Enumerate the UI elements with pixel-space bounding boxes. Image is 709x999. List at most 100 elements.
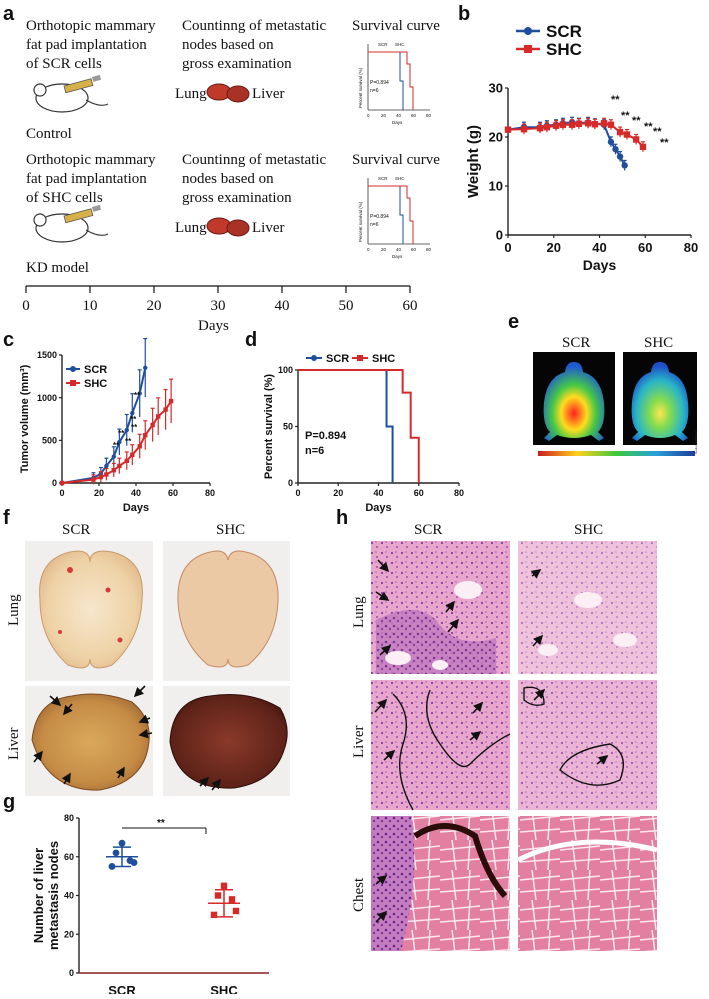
mini1-n: n=6: [370, 88, 379, 94]
mouse-syringe-illustration-2: [33, 204, 109, 243]
y-tick-label: 50: [283, 422, 293, 432]
mini-survival-curve-2: SCR SHC P=0.894 n=6 Percent survival (%)…: [358, 176, 432, 259]
significance-mark: **: [118, 429, 125, 438]
legend-marker: [311, 355, 317, 361]
data-point-shc: [104, 472, 109, 477]
data-point-shc: [232, 907, 240, 915]
panel-letter-b: b: [458, 3, 470, 25]
y-tick-label: 10: [489, 179, 503, 194]
survival-chart: 0 20 40 60 80 0 50 100 Days Percent survival (%) S…: [263, 353, 464, 514]
series-line-shc: [507, 122, 644, 148]
y-tick-label: 0: [52, 478, 57, 488]
significance-mark: **: [125, 437, 132, 446]
panel-e-imaging: SCR SHC Radiant Efficiency: [533, 335, 698, 456]
row2-step2-line1: Countinng of metastatic: [182, 152, 326, 168]
data-point-shc: [607, 121, 615, 128]
gross-liver-scr: [31, 693, 150, 791]
x-tick-label: 60: [414, 488, 424, 498]
x-tick-label: 40: [592, 240, 606, 255]
histo-row-liver: Liver: [351, 726, 367, 758]
data-point-scr: [612, 146, 619, 153]
data-point-shc: [559, 121, 567, 128]
histo-col-scr: SCR: [414, 522, 442, 538]
data-point-shc: [143, 433, 148, 438]
row2-liver-label: Liver: [252, 220, 284, 236]
data-point-shc: [150, 422, 155, 428]
mini1-xlabel: Days: [392, 120, 403, 125]
panel-letter-e: e: [508, 311, 519, 333]
significance-mark: **: [131, 423, 138, 432]
y-axis-label-line2: metastasis nodes: [46, 841, 61, 950]
mini1-pval: P=0.894: [370, 80, 389, 86]
x-tick-label: 80: [684, 240, 698, 255]
data-point-shc: [600, 120, 608, 127]
gross-row-liver: Liver: [6, 728, 22, 760]
data-point-shc: [124, 458, 129, 464]
mini1-xtick-2: 40: [396, 113, 402, 118]
data-point-scr: [143, 365, 148, 370]
row2-step2-line2: nodes based on: [182, 171, 274, 187]
gross-col-scr: SCR: [62, 522, 90, 538]
panel-letter-c: c: [3, 329, 14, 351]
data-point-shc: [504, 126, 512, 133]
mini1-legend-scr: SCR: [378, 42, 388, 47]
data-point-shc: [130, 452, 135, 458]
panel-f-gross: SCR SHC Lung Liver: [6, 522, 290, 796]
data-point-shc: [520, 125, 528, 133]
data-point-shc: [568, 121, 576, 128]
mini1-xtick-4: 80: [426, 113, 432, 118]
significance-mark: **: [157, 818, 165, 829]
y-tick-label: 20: [489, 130, 503, 145]
panel-h-histology: SCR SHC Lung Liver Chest: [351, 522, 658, 951]
legend-label-scr: SCR: [326, 353, 349, 365]
category-label-shc: SHC: [210, 983, 238, 994]
timeline-axis: Days 0 10 20 30 40 50 60: [22, 285, 418, 334]
data-point-shc: [137, 444, 142, 449]
mini2-legend-scr: SCR: [378, 176, 388, 181]
significance-mark: **: [660, 137, 669, 149]
data-point-shc: [59, 480, 65, 486]
legend-marker: [70, 366, 76, 372]
legend-label-shc: SHC: [84, 378, 107, 390]
y-tick-label: 1000: [37, 393, 57, 403]
data-point-shc: [536, 124, 544, 132]
data-point-shc: [168, 398, 174, 404]
gross-row-lung: Lung: [6, 594, 22, 626]
gross-lung-shc: [177, 550, 279, 668]
mouse-scr-heatmap: [543, 362, 605, 441]
histo-row-lung: Lung: [351, 596, 367, 628]
metastasis-arrows-shc-liver: [198, 776, 221, 791]
timeline-tick-label: 40: [275, 298, 290, 314]
y-axis-label: Tumor volume (mm³): [19, 364, 31, 473]
row1-step1-line2: fat pad implantation: [26, 37, 147, 53]
mouse-shc-heatmap: [631, 362, 689, 441]
row2-step1-line3: of SHC cells: [26, 190, 103, 206]
data-point-shc: [163, 407, 168, 412]
x-tick-label: 20: [547, 240, 561, 255]
data-point-scr: [616, 153, 624, 160]
legend-marker: [524, 45, 532, 53]
y-tick-label: 100: [278, 365, 293, 375]
data-point-scr: [111, 454, 117, 459]
x-axis-label: Days: [365, 502, 391, 514]
timeline-tick-label: 20: [147, 298, 162, 314]
series-line-scr: [61, 367, 147, 484]
mini2-xtick-4: 80: [426, 247, 432, 252]
mini1-ylabel: Percent survival (%): [358, 67, 363, 108]
mini2-ylabel: Percent survival (%): [358, 201, 363, 242]
timeline-tick-label: 50: [339, 298, 354, 314]
panel-a-row2: Orthotopic mammary fat pad implantation …: [26, 152, 440, 259]
histo-row-chest: Chest: [351, 877, 367, 912]
panel-letter-d: d: [245, 329, 257, 351]
panel-letter-a: a: [3, 3, 15, 25]
colorbar-label: Radiant Efficiency: [694, 430, 698, 454]
data-point-scr: [118, 839, 126, 847]
data-point-shc: [220, 882, 228, 890]
mini-survival-curve-1: SCR SHC P=0.894 n=6 Percent survival (%)…: [358, 42, 432, 125]
data-point-scr: [137, 391, 142, 396]
mouse-syringe-illustration: [33, 74, 109, 113]
data-point-scr: [130, 410, 135, 416]
row1-step3: Survival curve: [352, 18, 440, 34]
y-axis-label-line1: Number of liver: [31, 848, 46, 943]
